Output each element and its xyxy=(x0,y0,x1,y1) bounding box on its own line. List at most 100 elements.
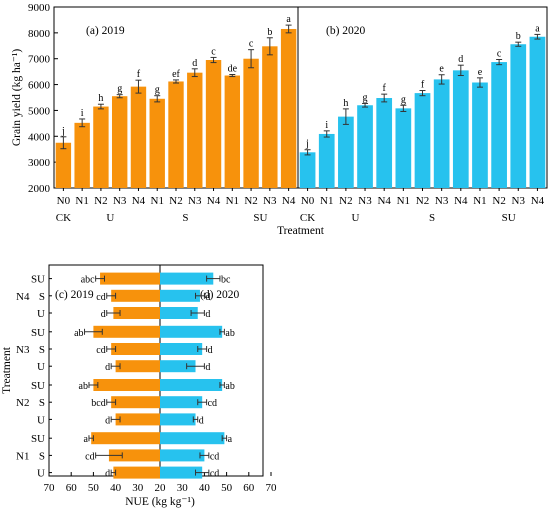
bar-2020 xyxy=(160,396,203,409)
row-label: S xyxy=(39,344,45,356)
x-tick-label: 30 xyxy=(177,482,189,494)
bar-2019 xyxy=(115,360,160,373)
significance-letter: cd xyxy=(85,451,94,462)
x-tick-label: N2 xyxy=(339,195,352,207)
x-tick-label: 70 xyxy=(44,482,56,494)
x-tick-label: N2 xyxy=(492,195,505,207)
bar xyxy=(130,86,147,188)
bar-2019 xyxy=(113,307,160,319)
significance-letter: b xyxy=(267,27,272,38)
significance-letter: d xyxy=(205,292,210,303)
bar xyxy=(395,108,412,188)
x-tick-label: N4 xyxy=(531,195,545,207)
x-tick-label: N4 xyxy=(282,195,296,207)
significance-letter: d xyxy=(192,58,197,69)
significance-letter: d xyxy=(458,54,463,65)
bar xyxy=(243,58,259,188)
x-tick-label: N4 xyxy=(377,195,391,207)
row-label: S xyxy=(39,397,45,409)
bar-2019 xyxy=(93,325,160,338)
x-tick-label: N2 xyxy=(416,195,429,207)
bar xyxy=(510,44,527,189)
x-tick-label: N2 xyxy=(169,195,182,207)
significance-letter: ab xyxy=(79,381,88,392)
panel-label: (d) 2020 xyxy=(200,289,240,301)
bar xyxy=(280,28,297,188)
panel-label: (c) 2019 xyxy=(55,289,94,301)
x-tick-label: N1 xyxy=(75,195,88,207)
bar xyxy=(472,82,488,188)
significance-letter: c xyxy=(497,48,502,59)
bar xyxy=(55,142,72,188)
bar xyxy=(318,133,335,188)
bar-2019 xyxy=(113,466,160,479)
y-tick-label: 2000 xyxy=(28,183,51,195)
bar xyxy=(452,70,469,188)
significance-letter: g xyxy=(363,92,368,103)
bar-2020 xyxy=(160,307,198,319)
nue-chart: 70 60 50 40 30 20 30 40 50 60 70 NUE (kg kg⁻¹) Treat… xyxy=(1,264,277,508)
significance-letter: cd xyxy=(96,345,105,356)
significance-letter: de xyxy=(228,63,238,74)
significance-letter: bc xyxy=(221,275,231,286)
bar-2020 xyxy=(160,379,223,391)
bar-2019 xyxy=(115,413,160,426)
panel-label: (a) 2019 xyxy=(86,25,125,37)
group-label: SU xyxy=(502,212,516,224)
group-label: CK xyxy=(56,212,71,224)
significance-letter: d xyxy=(105,469,110,480)
row-label: U xyxy=(37,361,45,373)
x-tick-label: 60 xyxy=(66,482,78,494)
significance-letter: d xyxy=(205,309,210,320)
bar xyxy=(149,98,165,188)
x-tick-label: N3 xyxy=(263,195,277,207)
x-tick-label: 50 xyxy=(221,482,233,494)
x-tick-label: N1 xyxy=(151,195,164,207)
significance-letter: d xyxy=(199,415,204,426)
significance-letter: g xyxy=(117,84,122,95)
significance-letter: ef xyxy=(172,69,180,80)
bar xyxy=(93,106,109,188)
bar-2019 xyxy=(111,396,160,409)
significance-letter: d xyxy=(105,362,110,373)
significance-letter: e xyxy=(478,67,483,78)
significance-letter: f xyxy=(421,80,425,91)
x-axis-title: Treatment xyxy=(277,225,325,237)
bar-2020 xyxy=(160,449,205,462)
significance-letter: j xyxy=(305,139,309,150)
y-tick-label: 8000 xyxy=(28,28,51,40)
bar xyxy=(168,81,184,188)
bar-2019 xyxy=(111,289,160,302)
row-label: U xyxy=(37,308,45,320)
x-tick-label: N1 xyxy=(320,195,333,207)
x-tick-label: N3 xyxy=(435,195,449,207)
row-label: U xyxy=(37,468,45,480)
group-label: N3 xyxy=(16,344,30,356)
bar-2020 xyxy=(160,343,203,355)
bar-2020 xyxy=(160,413,196,426)
x-tick-label: 20 xyxy=(155,482,167,494)
bar xyxy=(187,72,203,188)
group-label: U xyxy=(106,212,114,224)
significance-letter: d xyxy=(101,309,106,320)
group-label: S xyxy=(429,212,435,224)
row-label: S xyxy=(39,450,45,462)
significance-letter: g xyxy=(401,94,406,105)
significance-letter: ab xyxy=(74,328,83,339)
significance-letter: f xyxy=(137,69,141,80)
x-tick-label: N2 xyxy=(244,195,257,207)
group-label: S xyxy=(182,212,188,224)
bar xyxy=(205,60,222,188)
row-label: U xyxy=(37,414,45,426)
x-tick-label: N4 xyxy=(454,195,468,207)
group-label: N4 xyxy=(16,291,30,303)
y-tick-label: 6000 xyxy=(28,80,51,92)
row-label: SU xyxy=(31,433,45,445)
bar-2019 xyxy=(108,449,160,462)
significance-letter: h xyxy=(98,93,103,104)
significance-letter: cd xyxy=(210,469,219,480)
bar-2020 xyxy=(160,289,200,302)
x-axis-title: NUE (kg kg⁻¹) xyxy=(125,496,195,508)
x-tick-label: N3 xyxy=(113,195,127,207)
